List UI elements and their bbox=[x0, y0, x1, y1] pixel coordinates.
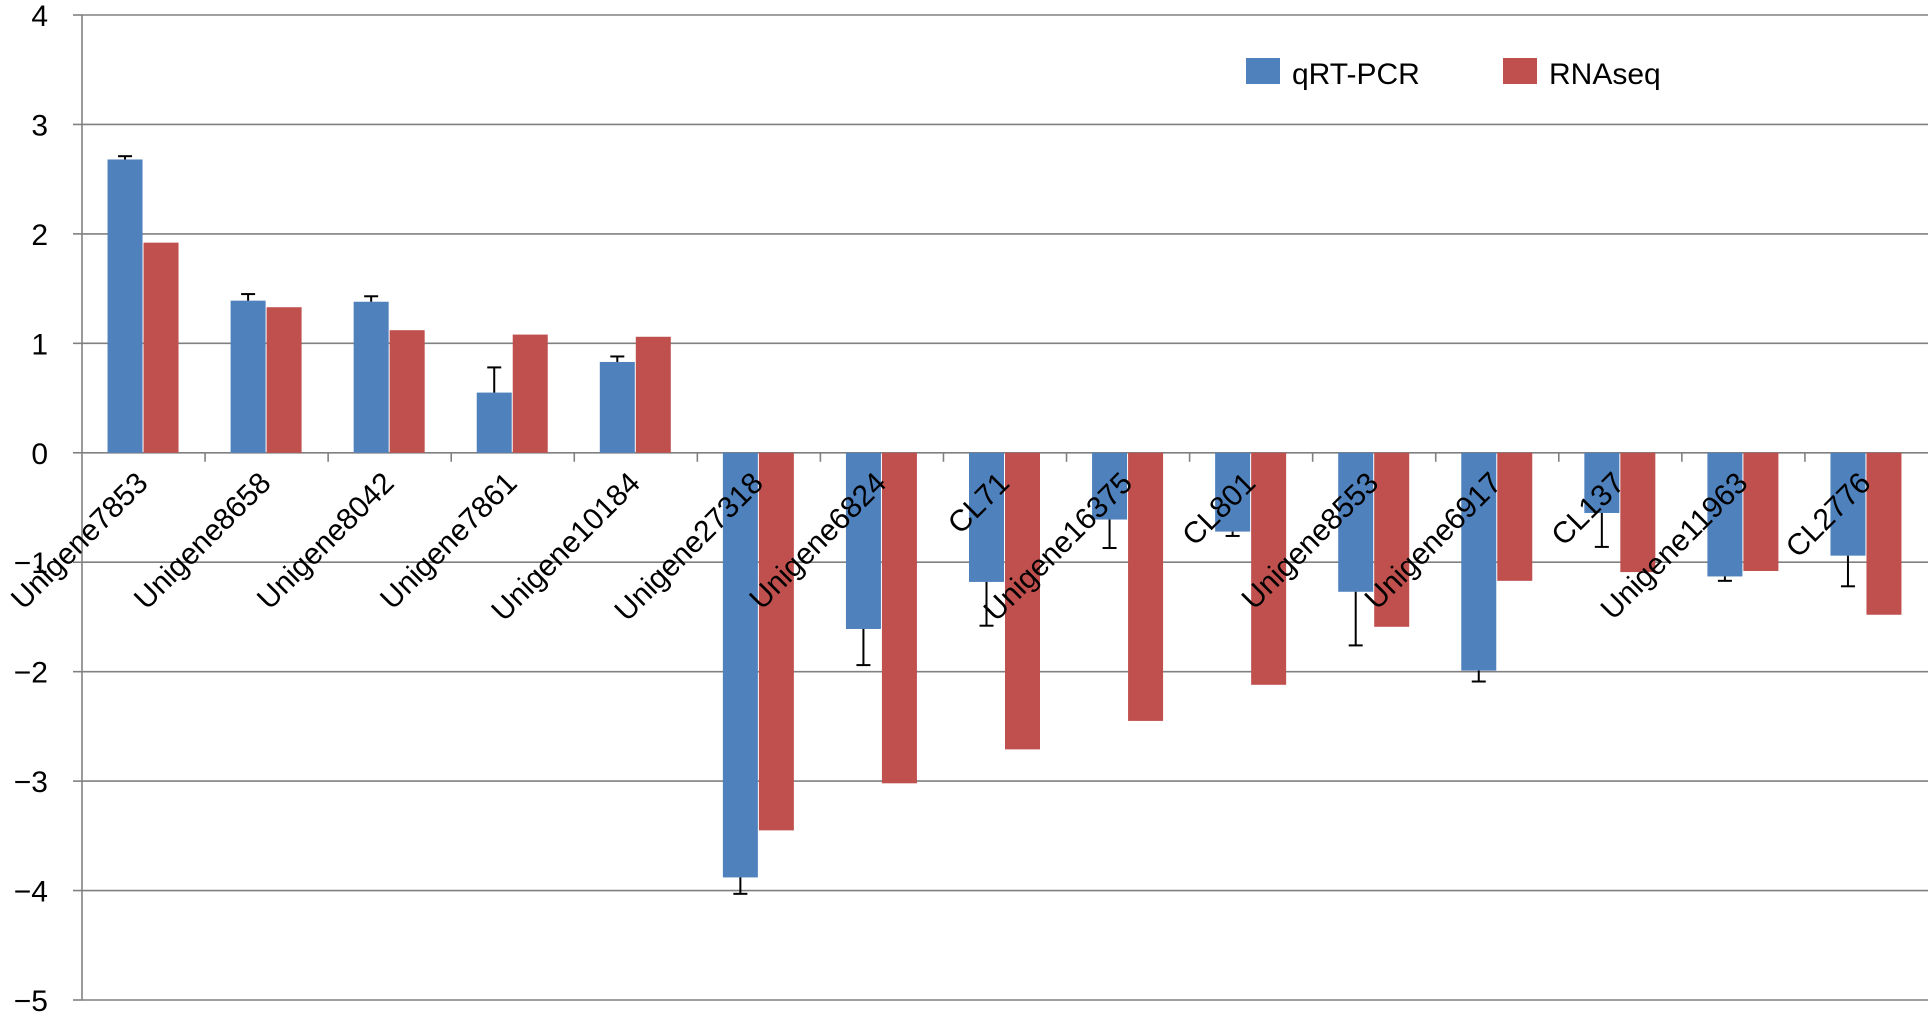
bar-qrt-pcr bbox=[1584, 452, 1620, 513]
error-bars bbox=[118, 155, 1855, 895]
y-tick-label: 0 bbox=[31, 438, 48, 471]
legend-swatch-rnaseq bbox=[1503, 58, 1537, 84]
bar-rnaseq bbox=[1128, 452, 1164, 721]
bar-qrt-pcr bbox=[969, 452, 1004, 582]
bar-rnaseq bbox=[1866, 452, 1902, 615]
bar-rnaseq bbox=[143, 242, 179, 453]
bar-qrt-pcr bbox=[476, 392, 512, 453]
bar-rnaseq bbox=[1005, 452, 1040, 750]
bar-qrt-pcr bbox=[353, 301, 389, 453]
bar-rnaseq bbox=[1497, 452, 1533, 581]
y-tick-label: −5 bbox=[14, 985, 48, 1016]
bar-qrt-pcr bbox=[845, 452, 881, 629]
bar-rnaseq bbox=[389, 330, 425, 453]
bar-rnaseq bbox=[881, 452, 917, 784]
legend-label-rnaseq: RNAseq bbox=[1549, 58, 1661, 91]
bar-rnaseq bbox=[512, 334, 548, 453]
bar-qrt-pcr bbox=[1092, 452, 1128, 520]
legend-swatch-qrt-pcr bbox=[1246, 58, 1280, 84]
bar-rnaseq bbox=[758, 452, 794, 831]
bar-rnaseq bbox=[1374, 452, 1410, 627]
bar-rnaseq bbox=[1620, 452, 1656, 573]
bar-qrt-pcr bbox=[1707, 452, 1743, 577]
y-tick-label: −3 bbox=[14, 766, 48, 799]
y-tick-label: −2 bbox=[14, 657, 48, 690]
bar-qrt-pcr bbox=[722, 452, 758, 878]
bar-rnaseq bbox=[266, 307, 302, 453]
bar-qrt-pcr bbox=[1461, 452, 1497, 671]
y-tick-label: −1 bbox=[14, 547, 48, 580]
y-tick-label: 4 bbox=[31, 0, 48, 33]
y-tick-label: −4 bbox=[14, 876, 48, 909]
bar-qrt-pcr bbox=[1215, 452, 1251, 532]
bar-qrt-pcr bbox=[230, 300, 266, 453]
y-tick-label: 1 bbox=[31, 328, 48, 361]
bars bbox=[107, 159, 1902, 878]
y-tick-label: 3 bbox=[31, 109, 48, 142]
bar-rnaseq bbox=[635, 336, 671, 453]
legend: qRT-PCR RNAseq bbox=[1246, 58, 1661, 91]
legend-label-qrt-pcr: qRT-PCR bbox=[1292, 58, 1420, 91]
bar-qrt-pcr bbox=[1830, 452, 1866, 556]
bar-rnaseq bbox=[1251, 452, 1287, 685]
bar-qrt-pcr bbox=[107, 159, 143, 453]
y-tick-label: 2 bbox=[31, 219, 48, 252]
bar-rnaseq bbox=[1743, 452, 1779, 571]
bar-qrt-pcr bbox=[1338, 452, 1374, 592]
bar-qrt-pcr bbox=[599, 361, 635, 453]
